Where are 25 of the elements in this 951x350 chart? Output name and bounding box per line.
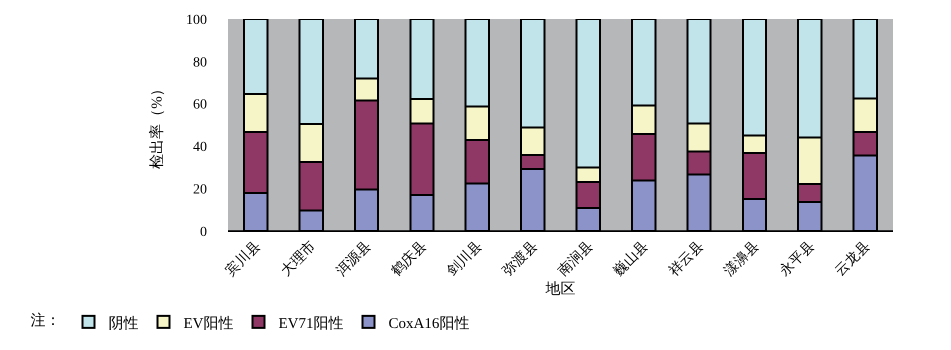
x-tick-label: 永平县: [776, 238, 818, 280]
y-axis-title: 检出率（%）: [148, 81, 166, 169]
y-tick-label: 80: [193, 55, 207, 70]
legend-label: EV阳性: [184, 314, 234, 332]
x-tick-label: 洱源县: [333, 238, 374, 280]
y-tick-label: 100: [186, 12, 207, 28]
y-tick-label: 60: [193, 98, 207, 113]
x-tick-label: 云龙县: [832, 238, 874, 280]
x-tick-label: 宾川县: [222, 238, 264, 280]
x-tick-label: 巍山县: [610, 238, 652, 280]
y-tick-label: 40: [193, 140, 207, 156]
legend-label: 阴性: [108, 314, 138, 332]
legend-label: CoxA16阳性: [388, 314, 470, 332]
legend-title: 注：: [30, 312, 60, 330]
x-tick-label: 鹤庆县: [388, 238, 430, 280]
x-axis-title: 地区: [544, 280, 576, 298]
x-tick-label: 祥云县: [666, 238, 707, 280]
y-tick-label: 0: [200, 224, 207, 240]
x-tick-label: 漾濞县: [721, 238, 762, 280]
y-tick-label: 20: [193, 182, 207, 198]
x-tick-label: 弥渡县: [500, 238, 541, 280]
x-tick-label: 南涧县: [554, 238, 596, 280]
x-tick-label: 大理市: [278, 238, 319, 280]
legend-label: EV71阳性: [278, 314, 344, 332]
x-tick-label: 剑川县: [444, 238, 486, 280]
